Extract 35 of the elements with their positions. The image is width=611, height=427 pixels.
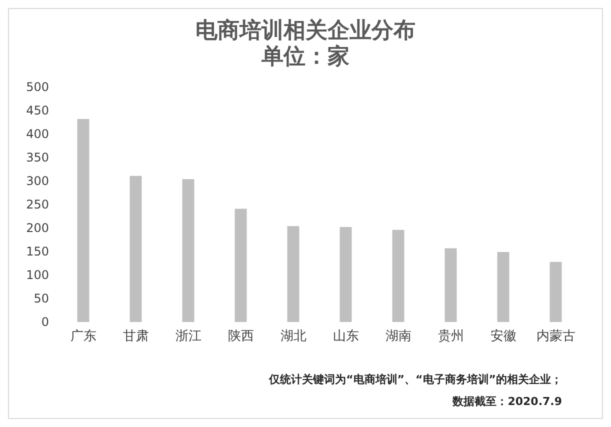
bar — [550, 262, 562, 322]
x-tick-label: 内蒙古 — [536, 329, 576, 344]
x-tick-label: 山东 — [332, 329, 359, 344]
bar — [392, 230, 404, 322]
chart-title: 电商培训相关企业分布 — [196, 18, 416, 44]
bar — [444, 248, 457, 322]
bar — [340, 227, 352, 322]
bar — [497, 252, 510, 322]
y-tick-label: 450 — [26, 104, 49, 118]
bar — [234, 208, 247, 322]
bar — [130, 176, 142, 322]
y-tick-label: 100 — [26, 268, 49, 282]
x-tick-label: 陕西 — [228, 329, 254, 344]
y-tick-label: 350 — [26, 150, 49, 164]
y-tick-label: 200 — [26, 221, 49, 235]
chart-subtitle: 单位：家 — [260, 44, 350, 70]
bar — [287, 226, 300, 322]
y-tick-label: 0 — [41, 315, 49, 329]
x-tick-label: 湖南 — [385, 329, 412, 344]
x-tick-label: 贵州 — [438, 329, 464, 344]
x-tick-label: 广东 — [70, 329, 96, 344]
y-tick-label: 250 — [26, 198, 49, 212]
y-tick-label: 500 — [26, 80, 49, 94]
x-tick-label: 安徽 — [490, 328, 516, 344]
y-tick-label: 300 — [26, 174, 49, 188]
y-tick-label: 50 — [34, 292, 49, 306]
x-tick-label: 甘肃 — [122, 329, 149, 344]
text: 仅统计关键词为“电商培训”、“电子商务培训”的相关企业； — [268, 373, 562, 386]
y-tick-label: 400 — [26, 127, 49, 141]
bar — [182, 179, 194, 322]
text: 数据截至：2020.7.9 — [452, 395, 562, 408]
y-tick-label: 150 — [26, 244, 49, 258]
x-tick-label: 湖北 — [280, 329, 306, 344]
bar — [77, 118, 90, 322]
x-tick-label: 浙江 — [175, 329, 202, 344]
